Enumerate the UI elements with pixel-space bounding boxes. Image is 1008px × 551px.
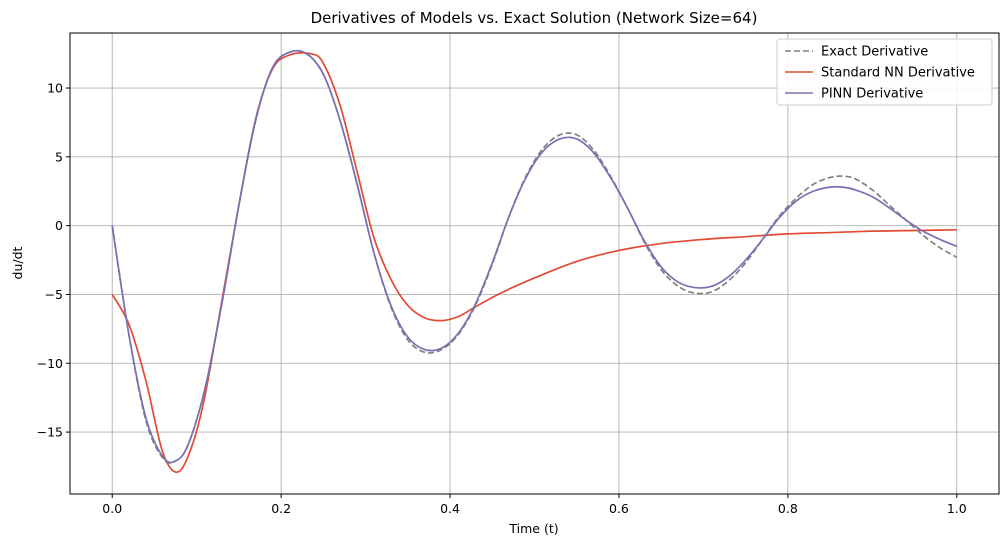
series-layer <box>111 49 958 474</box>
y-tick-label: 0 <box>55 218 63 233</box>
y-tick-label: 5 <box>55 149 63 164</box>
x-tick-label: 0.6 <box>609 501 629 516</box>
y-tick-label: −15 <box>37 425 63 440</box>
legend-label-exact: Exact Derivative <box>821 45 928 60</box>
legend-box <box>776 38 993 106</box>
chart-title: Derivatives of Models vs. Exact Solution… <box>311 9 758 27</box>
legend: Exact Derivative Standard NN Derivative … <box>776 38 993 106</box>
x-axis-label: Time (t) <box>508 521 558 536</box>
x-tick-label: 0.0 <box>102 501 122 516</box>
grid <box>70 33 999 494</box>
y-tick-label: −5 <box>45 287 63 302</box>
legend-label-standard-nn: Standard NN Derivative <box>821 66 975 81</box>
x-tick-label: 0.2 <box>271 501 291 516</box>
series-standard-nn-derivative <box>111 51 957 474</box>
y-tick-label: −10 <box>37 356 63 371</box>
ticks: 0.0 0.2 0.4 0.6 0.8 1.0 −15 −10 −5 0 5 10 <box>37 81 967 516</box>
x-tick-label: 0.4 <box>440 501 460 516</box>
series-pinn-derivative <box>111 49 958 464</box>
plot-frame <box>69 32 1000 495</box>
x-tick-label: 0.8 <box>778 501 798 516</box>
legend-label-pinn: PINN Derivative <box>821 87 923 102</box>
y-axis-label: du/dt <box>10 246 25 279</box>
y-tick-label: 10 <box>47 81 63 96</box>
x-tick-label: 1.0 <box>947 501 967 516</box>
